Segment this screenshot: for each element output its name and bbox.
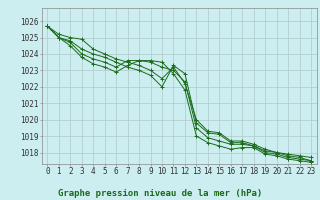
Text: Graphe pression niveau de la mer (hPa): Graphe pression niveau de la mer (hPa) (58, 189, 262, 198)
